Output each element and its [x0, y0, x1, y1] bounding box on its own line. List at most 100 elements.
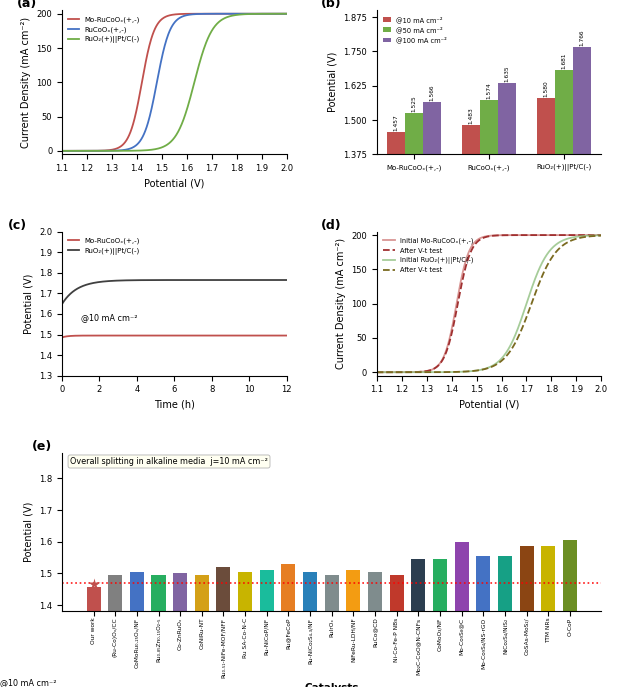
Bar: [173, 574, 187, 611]
Legend: Mo-RuCoOₓ(+,-), RuO₂(+)||Pt/C(-): Mo-RuCoOₓ(+,-), RuO₂(+)||Pt/C(-): [66, 235, 143, 258]
RuO₂(+)||Pt/C(-): [234, 276, 241, 284]
Text: (b): (b): [321, 0, 341, 10]
Mo-RuCoOₓ(+,-): [58, 333, 66, 341]
Mo-RuCoOₓ(+,-): [213, 331, 220, 339]
X-axis label: Catalysts: Catalysts: [304, 684, 359, 687]
RuCoOₓ(+,-): [180, 12, 187, 20]
Bar: [563, 540, 577, 611]
RuCoOₓ(+,-): [166, 26, 174, 34]
Mo-RuCoOₓ(+,-): [242, 10, 250, 18]
RuCoOₓ(+,-): [278, 10, 285, 18]
Bar: [498, 83, 516, 532]
Bar: [387, 132, 405, 532]
RuO₂(+)||Pt/C(-): [242, 10, 250, 19]
Mo-RuCoOₓ(+,-): [166, 11, 174, 19]
Line: Initial Mo-RuCoOₓ(+,-): Initial Mo-RuCoOₓ(+,-): [376, 235, 601, 372]
Bar: [87, 587, 100, 611]
Line: After V-t test: After V-t test: [376, 236, 601, 372]
RuCoOₓ(+,-): [242, 10, 250, 18]
Text: 1.635: 1.635: [505, 65, 510, 82]
Initial RuO₂(+)||Pt/C(-): [557, 237, 565, 245]
Bar: [108, 575, 122, 611]
After V-t test: [598, 231, 605, 239]
RuO₂(+)||Pt/C(-): [165, 139, 172, 148]
After V-t test: [480, 234, 487, 242]
After V-t test: [557, 231, 565, 239]
Bar: [520, 546, 534, 611]
Mo-RuCoOₓ(+,-): [234, 331, 241, 339]
RuO₂(+)||Pt/C(-): [213, 276, 220, 284]
RuCoOₓ(+,-): [192, 10, 200, 19]
RuO₂(+)||Pt/C(-): [283, 276, 290, 284]
Bar: [347, 570, 360, 611]
Bar: [423, 102, 441, 532]
After V-t test: [480, 365, 487, 374]
RuO₂(+)||Pt/C(-): [278, 10, 285, 18]
Text: @10 mA cm⁻²: @10 mA cm⁻²: [1, 679, 57, 687]
Line: Mo-RuCoOₓ(+,-): Mo-RuCoOₓ(+,-): [62, 14, 286, 151]
After V-t test: [373, 368, 380, 376]
After V-t test: [507, 347, 514, 355]
After V-t test: [373, 368, 380, 376]
Mo-RuCoOₓ(+,-): [81, 331, 89, 339]
After V-t test: [481, 365, 489, 373]
Initial RuO₂(+)||Pt/C(-): [480, 365, 487, 373]
Mo-RuCoOₓ(+,-): [237, 331, 245, 339]
After V-t test: [495, 359, 502, 368]
X-axis label: Potential (V): Potential (V): [144, 179, 205, 188]
Bar: [462, 124, 480, 532]
Mo-RuCoOₓ(+,-): [58, 147, 66, 155]
Bar: [130, 572, 144, 611]
RuO₂(+)||Pt/C(-): [157, 276, 165, 284]
Mo-RuCoOₓ(+,-): [157, 331, 165, 339]
Y-axis label: Potential (V): Potential (V): [327, 52, 337, 113]
Y-axis label: Potential (V): Potential (V): [24, 273, 33, 334]
Initial Mo-RuCoOₓ(+,-): [495, 231, 502, 239]
Y-axis label: Current Density (mA cm⁻²): Current Density (mA cm⁻²): [335, 238, 345, 369]
Y-axis label: Current Density (mA cm⁻²): Current Density (mA cm⁻²): [21, 16, 31, 148]
Text: 1.580: 1.580: [544, 80, 549, 97]
Bar: [555, 70, 573, 532]
Initial Mo-RuCoOₓ(+,-): [507, 231, 514, 239]
After V-t test: [592, 231, 600, 239]
Bar: [303, 572, 317, 611]
Line: RuO₂(+)||Pt/C(-): RuO₂(+)||Pt/C(-): [62, 14, 286, 151]
Legend: Initial Mo-RuCoOₓ(+,-), After V-t test, Initial RuO₂(+)||Pt/C(-), After V-t test: Initial Mo-RuCoOₓ(+,-), After V-t test, …: [380, 235, 476, 276]
Bar: [433, 559, 447, 611]
Bar: [476, 556, 490, 611]
Bar: [238, 572, 252, 611]
Mo-RuCoOₓ(+,-): [238, 331, 246, 339]
Mo-RuCoOₓ(+,-): [149, 331, 157, 339]
Initial RuO₂(+)||Pt/C(-): [373, 368, 380, 376]
RuO₂(+)||Pt/C(-): [283, 10, 290, 18]
Legend: @10 mA cm⁻², @50 mA cm⁻², @100 mA cm⁻²: @10 mA cm⁻², @50 mA cm⁻², @100 mA cm⁻²: [380, 14, 450, 46]
Initial Mo-RuCoOₓ(+,-): [481, 232, 489, 240]
RuO₂(+)||Pt/C(-): [180, 115, 187, 124]
RuO₂(+)||Pt/C(-): [149, 276, 157, 284]
Bar: [541, 546, 556, 611]
Bar: [389, 575, 404, 611]
Text: Overall splitting in alkaline media  j=10 mA cm⁻²: Overall splitting in alkaline media j=10…: [70, 457, 268, 466]
RuO₂(+)||Pt/C(-): [166, 138, 174, 146]
Text: 1.566: 1.566: [430, 85, 435, 101]
Initial Mo-RuCoOₓ(+,-): [557, 231, 565, 239]
Text: @10 mA cm⁻²: @10 mA cm⁻²: [81, 313, 137, 322]
RuCoOₓ(+,-): [58, 147, 66, 155]
Initial RuO₂(+)||Pt/C(-): [495, 357, 502, 365]
Bar: [537, 98, 555, 532]
Text: 1.681: 1.681: [562, 53, 567, 69]
RuCoOₓ(+,-): [165, 29, 172, 37]
RuO₂(+)||Pt/C(-): [58, 147, 66, 155]
Text: (a): (a): [17, 0, 37, 10]
Line: After V-t test: After V-t test: [376, 235, 601, 372]
RuO₂(+)||Pt/C(-): [237, 276, 245, 284]
Bar: [216, 567, 231, 611]
After V-t test: [481, 233, 489, 241]
RuO₂(+)||Pt/C(-): [58, 300, 66, 308]
Text: (c): (c): [8, 218, 27, 232]
RuCoOₓ(+,-): [283, 10, 290, 18]
Mo-RuCoOₓ(+,-): [278, 10, 285, 18]
Text: 1.766: 1.766: [580, 30, 585, 46]
Initial RuO₂(+)||Pt/C(-): [481, 365, 489, 373]
Bar: [368, 572, 382, 611]
